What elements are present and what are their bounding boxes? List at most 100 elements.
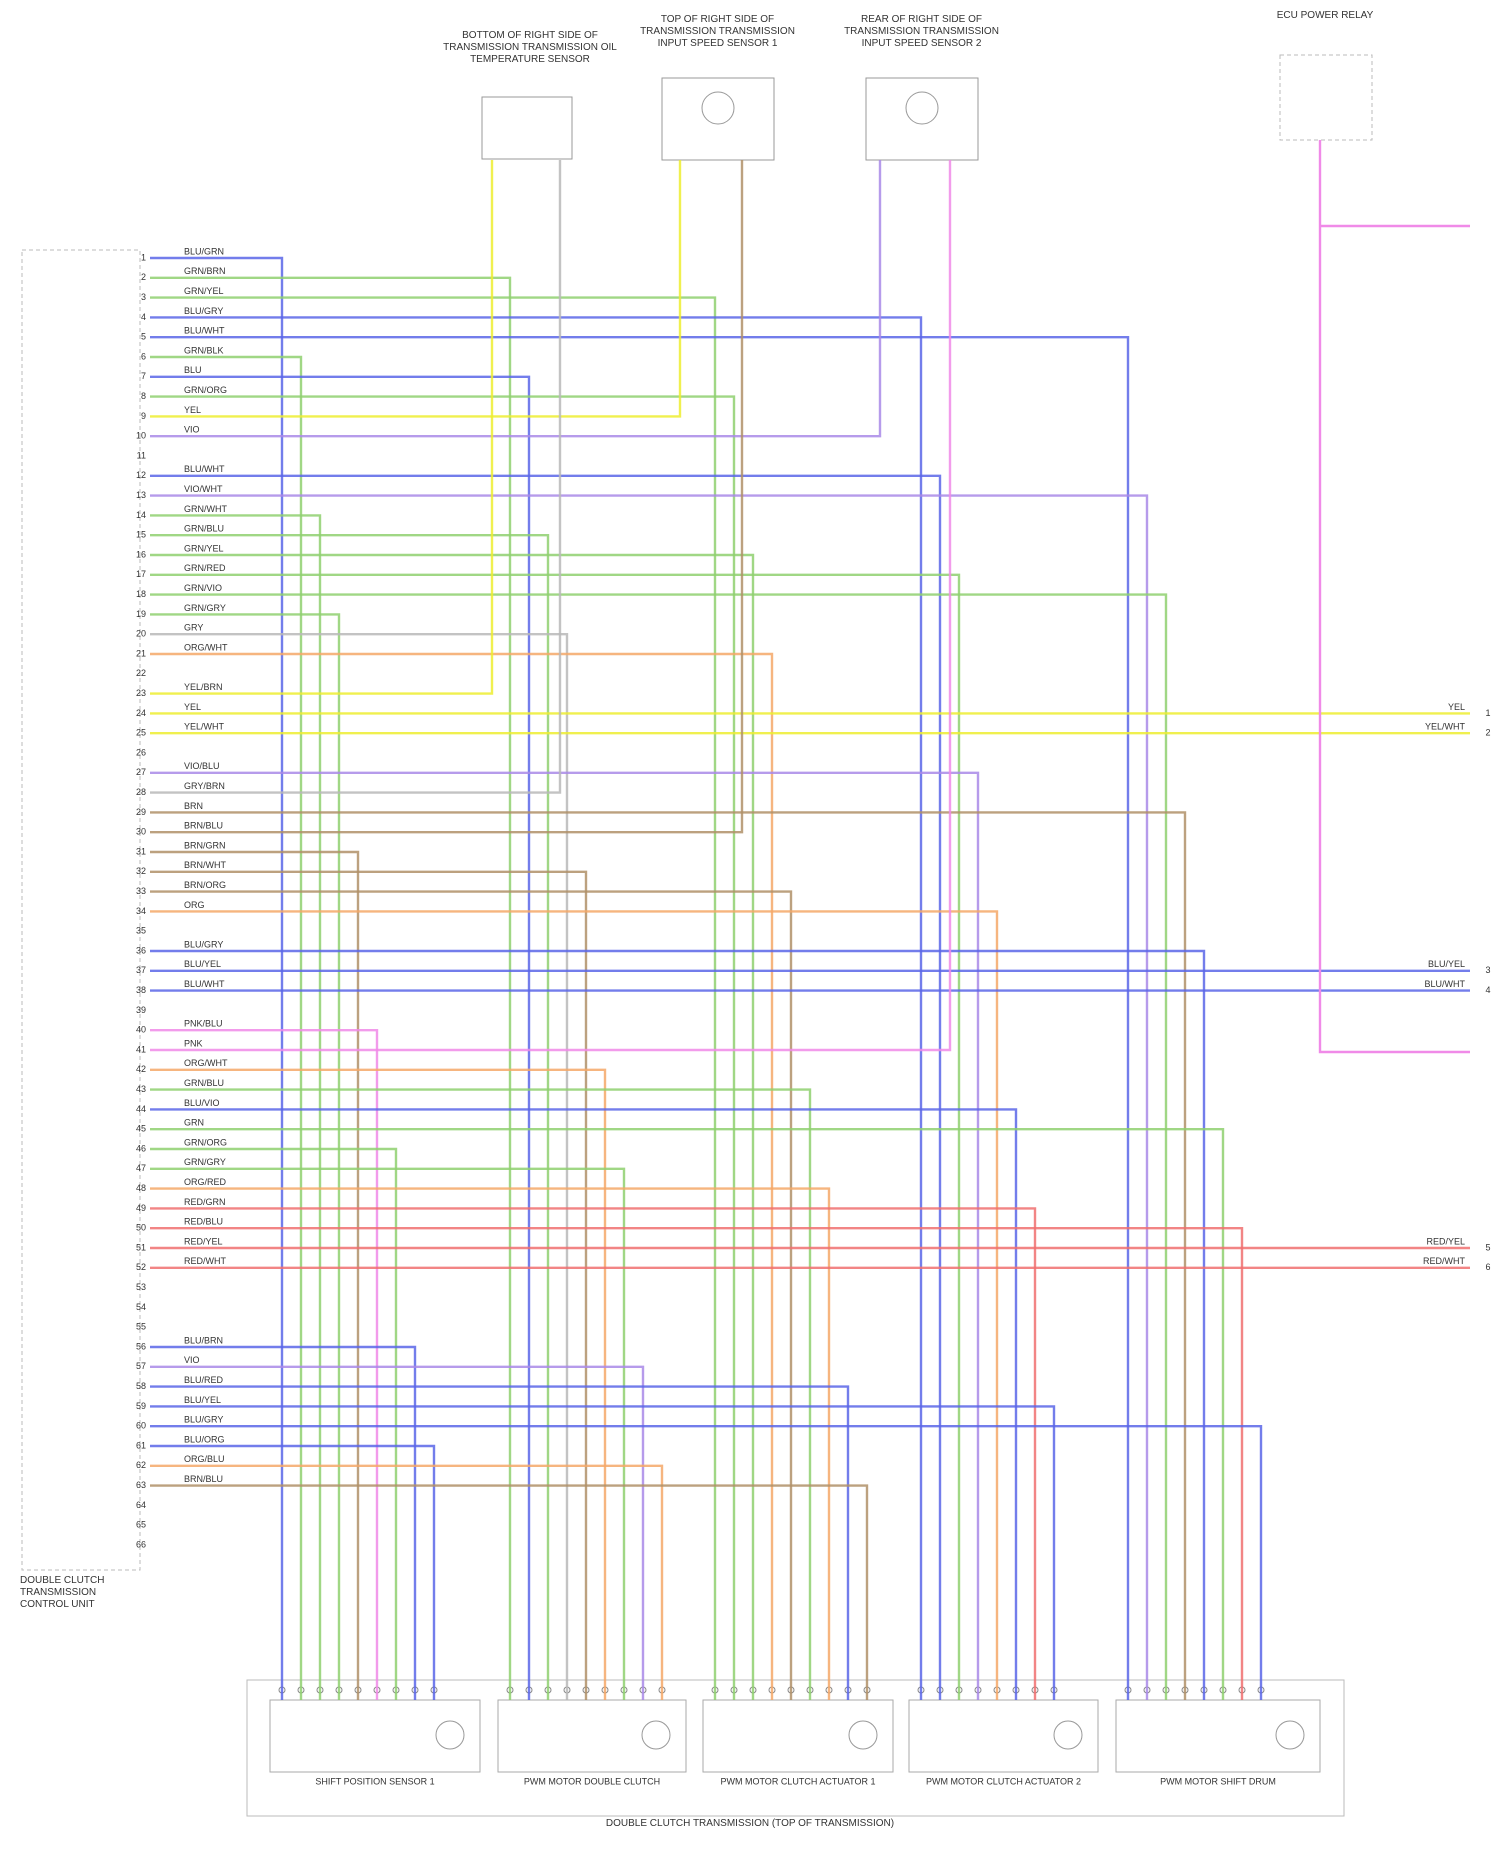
right-wire-label: YEL [1448,702,1465,712]
right-pin: 4 [1485,985,1490,995]
wire-label: BRN/GRN [184,840,226,850]
wire [150,613,341,1700]
wire-label: VIO [184,425,200,435]
motor-icon [435,1720,465,1750]
wire-label: GRN/YEL [184,543,224,553]
wire-label: GRY [184,623,203,633]
pin-number: 19 [136,609,146,619]
wire [150,573,961,1700]
pin-number: 64 [136,1500,146,1510]
pin-number: 28 [136,787,146,797]
wire [150,1207,1037,1700]
pin-number: 31 [136,846,146,856]
pin-number: 29 [136,807,146,817]
wire-label: GRN/BLU [184,1078,224,1088]
pin-number: 25 [136,728,146,738]
module-label: PWM MOTOR CLUTCH ACTUATOR 1 [720,1776,875,1786]
wire [150,336,1130,1700]
wire [150,1227,1244,1700]
pin-number: 20 [136,629,146,639]
speed-sensor-2 [865,77,979,161]
wire [150,296,717,1700]
wire [150,1088,812,1700]
pin-number: 9 [141,411,146,421]
transmission-box [246,1679,1345,1817]
wire [150,395,736,1700]
wire-label: VIO/WHT [184,484,223,494]
wire [150,1345,417,1700]
assembly-label: DOUBLE CLUTCH TRANSMISSION (TOP OF TRANS… [605,1818,895,1829]
wire [150,160,682,418]
pin-number: 7 [141,371,146,381]
pin-number: 23 [136,688,146,698]
wire [150,652,774,1700]
wire-label: ORG/BLU [184,1454,225,1464]
pin-number: 54 [136,1302,146,1312]
module-box [497,1699,687,1773]
wire-label: GRN/RED [184,563,226,573]
wire [150,1167,626,1700]
relay-box [1279,54,1373,141]
wire-label: BLU/GRY [184,306,223,316]
pin-number: 33 [136,886,146,896]
wire [150,256,284,1700]
sensor-icon [905,91,939,125]
pin-number: 34 [136,906,146,916]
pin-number: 22 [136,668,146,678]
wire [150,1444,436,1700]
pin-number: 13 [136,490,146,500]
wire-label: BLU/GRN [184,246,224,256]
pin-number: 45 [136,1124,146,1134]
pin-number: 61 [136,1440,146,1450]
wire-label: BRN/ORG [184,880,226,890]
wire-label: VIO/BLU [184,761,220,771]
speed-sensor-1 [661,77,775,161]
pin-number: 38 [136,985,146,995]
wire [1318,140,1470,1054]
right-wire-label: RED/WHT [1423,1256,1465,1266]
pin-number: 26 [136,747,146,757]
wire-label: BLU/VIO [184,1098,220,1108]
module-box [1115,1699,1321,1773]
pin-number: 58 [136,1381,146,1391]
pin-number: 66 [136,1539,146,1549]
pin-number: 24 [136,708,146,718]
wire [150,276,512,1700]
wire [150,949,1206,1700]
wire-label: ORG/WHT [184,1058,228,1068]
pin-number: 36 [136,945,146,955]
wire [150,534,550,1700]
temp-sensor [481,96,573,160]
wire-label: BLU/GRY [184,939,223,949]
wire-label: RED/BLU [184,1217,223,1227]
motor-icon [848,1720,878,1750]
pin-number: 60 [136,1421,146,1431]
motor-icon [1275,1720,1305,1750]
wire-label: BLU/WHT [184,979,225,989]
wire [150,1029,379,1700]
pin-number: 47 [136,1163,146,1173]
wire-label: BLU/YEL [184,959,221,969]
wire [150,160,494,695]
pin-number: 32 [136,866,146,876]
pin-number: 16 [136,549,146,559]
pin-number: 56 [136,1341,146,1351]
wire [150,870,588,1700]
module-label: SHIFT POSITION SENSOR 1 [315,1776,434,1786]
wire-label: ORG/WHT [184,642,228,652]
pin-number: 6 [141,351,146,361]
wire [150,553,755,1700]
pin-number: 18 [136,589,146,599]
wire [150,494,1149,1700]
wire-label: GRN/BLK [184,345,224,355]
wire [150,355,303,1700]
wire [150,910,999,1700]
pin-number: 5 [141,332,146,342]
pin-number: 10 [136,431,146,441]
wire [150,1187,831,1700]
pin-number: 51 [136,1242,146,1252]
wire-label: BRN/BLU [184,821,223,831]
module-label: PWM MOTOR SHIFT DRUM [1160,1776,1276,1786]
